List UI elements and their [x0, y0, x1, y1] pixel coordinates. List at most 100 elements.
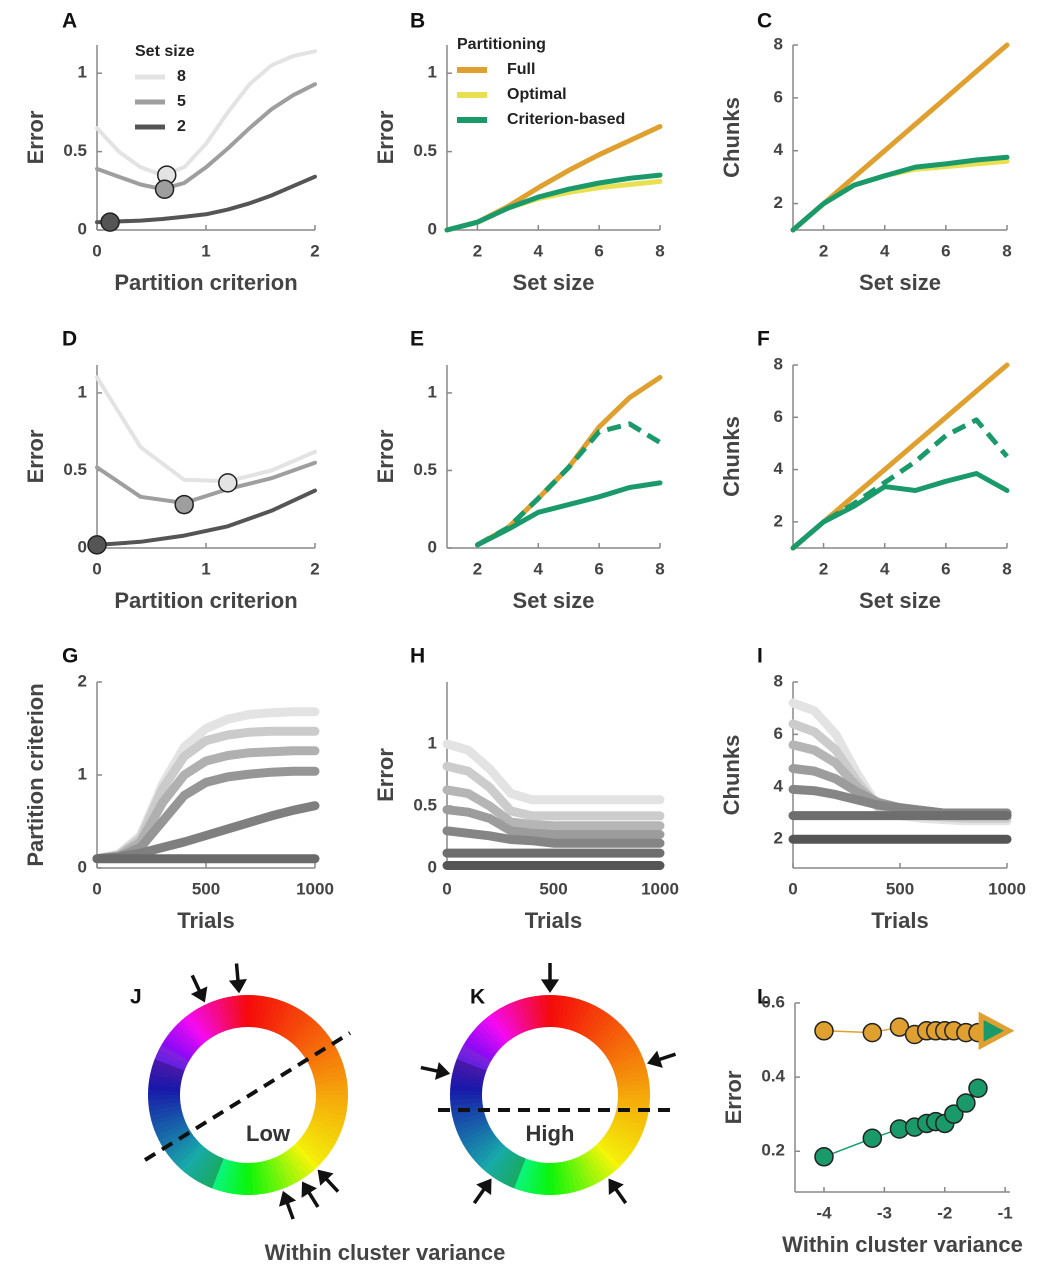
wheel-segment: [176, 1142, 203, 1170]
wheel-segment: [454, 1115, 487, 1131]
arrow-head: [228, 979, 247, 994]
y-tick-label: 0.5: [413, 460, 437, 479]
wheel-segment: [577, 1155, 596, 1187]
wheel-segment: [557, 995, 567, 1028]
arrow-head: [317, 1169, 334, 1186]
wheel-segment: [290, 1017, 316, 1045]
wheel-segment: [586, 1150, 609, 1180]
wheel-segment: [217, 998, 231, 1031]
wheel-segment: [313, 1109, 346, 1122]
wheel-segment: [460, 1044, 492, 1065]
wheel-segment: [149, 1073, 182, 1085]
wheel-segment: [463, 1039, 494, 1061]
wheel-segment: [503, 1155, 523, 1187]
wheel-segment: [475, 1023, 503, 1050]
y-axis-label: Error: [23, 429, 48, 483]
wheel-segment: [567, 998, 582, 1031]
triangle-marker: [978, 1011, 1015, 1050]
wheel-segment: [192, 1151, 214, 1182]
wheel-segment: [313, 1069, 346, 1082]
arrow-head: [540, 979, 560, 993]
boundary-line: [143, 1031, 352, 1162]
y-tick-label: 0: [428, 857, 437, 876]
wheel-segment: [600, 1137, 628, 1163]
wheel-segment: [454, 1058, 487, 1074]
wheel-segment: [616, 1074, 649, 1085]
wheel-segment: [268, 1158, 284, 1191]
wheel-segment: [148, 1101, 181, 1111]
wheel-segment: [298, 1028, 327, 1053]
wheel-segment: [584, 1008, 606, 1039]
x-tick-label: 8: [1002, 241, 1011, 260]
wheel-segment: [486, 1147, 511, 1176]
y-tick-label: 2: [774, 829, 783, 848]
wheel-segment: [580, 1005, 601, 1037]
wheel-segment: [556, 1162, 566, 1195]
arrow-head: [647, 1050, 663, 1068]
wheel-segment: [495, 1008, 517, 1038]
point: [814, 1147, 834, 1167]
wheel-segment: [258, 1161, 269, 1194]
wheel-segment: [524, 997, 537, 1030]
wheel-segment: [314, 1105, 347, 1117]
x-tick-label: 4: [880, 559, 890, 578]
wheel-segment: [571, 999, 587, 1032]
wheel-segment: [282, 1008, 304, 1039]
wheel-segment: [285, 1011, 308, 1041]
y-tick-label: 1: [428, 733, 437, 752]
wheel-segment: [553, 1162, 561, 1195]
wheel-segment: [315, 1079, 348, 1089]
y-tick-label: 6: [774, 407, 783, 426]
wheel-segment: [611, 1119, 644, 1137]
wheel-segment: [242, 995, 249, 1028]
series-line: [474, 374, 663, 548]
legend-label: Criterion-based: [507, 111, 625, 128]
series-line: [790, 154, 1010, 233]
x-axis-label: Trials: [871, 908, 928, 933]
wheel-segment: [236, 1162, 245, 1195]
series-line: [95, 375, 317, 484]
x-axis-label: Within cluster variance: [782, 1232, 1023, 1257]
x-axis-label: Set size: [513, 588, 595, 613]
optimum-marker: [218, 473, 238, 493]
wheel-segment: [281, 1152, 303, 1182]
wheel-segment: [311, 1116, 344, 1132]
wheel-segment: [226, 1161, 238, 1194]
x-tick-label: 0: [442, 879, 451, 898]
wheel-segment: [308, 1122, 340, 1142]
x-axis-label: Set size: [513, 270, 595, 295]
wheel-segment: [148, 1098, 181, 1106]
x-tick-label: 0: [92, 879, 101, 898]
wheel-segment: [608, 1045, 640, 1065]
y-tick-label: 4: [774, 140, 784, 159]
x-tick-label: 8: [655, 559, 664, 578]
wheel-segment: [466, 1035, 496, 1058]
y-tick-label: 0.5: [63, 460, 87, 479]
wheel-segment: [613, 1116, 646, 1132]
y-tick-label: 0.5: [413, 795, 437, 814]
wheel-segment: [275, 1155, 294, 1187]
y-tick-label: 0: [78, 537, 87, 556]
wheel-segment: [460, 1125, 492, 1145]
y-axis-label: Error: [373, 748, 398, 802]
y-axis-label: Error: [23, 110, 48, 164]
y-tick-label: 0: [78, 219, 87, 238]
wheel-segment: [201, 1155, 221, 1187]
wheel-segment: [456, 1053, 489, 1071]
wheel-segment: [151, 1063, 184, 1078]
x-tick-label: 0: [788, 879, 797, 898]
y-tick-label: 2: [774, 511, 783, 530]
optimum-marker: [174, 494, 194, 515]
wheel-segment: [170, 1027, 198, 1053]
x-tick-label: -1: [998, 1203, 1013, 1222]
wheel-segment: [602, 1032, 632, 1056]
wheel-segment: [560, 1161, 571, 1194]
wheel-segment: [452, 1068, 485, 1081]
wheel-segment: [272, 1001, 290, 1034]
wheel-segment: [251, 1162, 259, 1195]
wheel-segment: [463, 1128, 493, 1150]
wheel-segment: [158, 1125, 190, 1145]
wheel-segment: [592, 1017, 618, 1045]
wheel-segment: [487, 1013, 511, 1043]
x-tick-label: 1000: [988, 879, 1026, 898]
